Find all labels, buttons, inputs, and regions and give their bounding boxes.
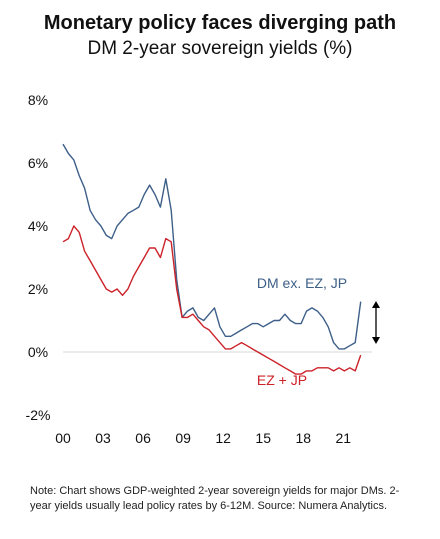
series-labels: DM ex. EZ, JP EZ + JP bbox=[257, 275, 347, 388]
chart-note: Note: Chart shows GDP-weighted 2-year so… bbox=[30, 485, 400, 512]
chart-title: Monetary policy faces diverging path bbox=[43, 12, 397, 34]
x-tick-label: 09 bbox=[175, 430, 191, 446]
y-tick-label: 8% bbox=[28, 92, 48, 108]
x-tick-label: 12 bbox=[215, 430, 231, 446]
divergence-arrow-icon bbox=[372, 301, 380, 344]
y-tick-label: 4% bbox=[28, 218, 48, 234]
series-line-0 bbox=[62, 143, 362, 350]
y-tick-label: 2% bbox=[28, 281, 48, 297]
series-line-1 bbox=[62, 225, 362, 375]
y-tick-label: 0% bbox=[28, 344, 48, 360]
x-axis-ticks: 00 03 06 09 12 15 18 21 bbox=[55, 430, 351, 446]
y-axis-ticks: 8% 6% 4% 2% 0% -2% bbox=[26, 92, 51, 423]
series-lines bbox=[62, 143, 362, 375]
series-label: EZ + JP bbox=[257, 372, 307, 388]
y-tick-label: 6% bbox=[28, 155, 48, 171]
x-tick-label: 03 bbox=[95, 430, 111, 446]
series-label: DM ex. EZ, JP bbox=[257, 275, 347, 291]
x-tick-label: 06 bbox=[135, 430, 151, 446]
x-tick-label: 15 bbox=[255, 430, 271, 446]
chart-subtitle: DM 2-year sovereign yields (%) bbox=[87, 38, 353, 59]
x-tick-label: 18 bbox=[295, 430, 311, 446]
x-tick-label: 21 bbox=[336, 430, 352, 446]
y-tick-label: -2% bbox=[26, 407, 51, 423]
x-tick-label: 00 bbox=[55, 430, 71, 446]
